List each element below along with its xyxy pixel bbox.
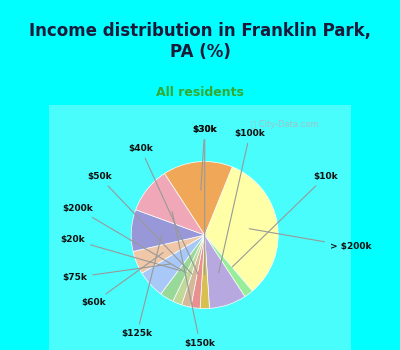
- Text: $100k: $100k: [219, 129, 265, 273]
- Bar: [49, 105, 351, 350]
- Text: $50k: $50k: [87, 172, 192, 274]
- Wedge shape: [142, 235, 205, 294]
- Wedge shape: [133, 235, 205, 273]
- Wedge shape: [173, 235, 205, 305]
- Text: Income distribution in Franklin Park,
PA (%): Income distribution in Franklin Park, PA…: [29, 22, 371, 61]
- Wedge shape: [161, 235, 205, 301]
- Text: $30k: $30k: [192, 125, 217, 275]
- Text: $30k: $30k: [192, 125, 217, 190]
- Text: $60k: $60k: [81, 253, 163, 307]
- Text: > $200k: > $200k: [249, 229, 372, 251]
- Text: All residents: All residents: [156, 85, 244, 99]
- Wedge shape: [205, 235, 245, 308]
- Text: $10k: $10k: [232, 172, 338, 267]
- Text: $75k: $75k: [62, 264, 170, 282]
- Wedge shape: [205, 167, 278, 291]
- Wedge shape: [200, 235, 210, 309]
- Wedge shape: [191, 235, 205, 308]
- Text: $20k: $20k: [60, 235, 180, 271]
- Wedge shape: [182, 235, 205, 307]
- Text: $200k: $200k: [62, 204, 186, 273]
- Text: $40k: $40k: [128, 144, 198, 274]
- Wedge shape: [164, 162, 232, 235]
- Text: $125k: $125k: [121, 235, 162, 338]
- Text: $150k: $150k: [172, 211, 216, 348]
- Wedge shape: [136, 174, 205, 235]
- Wedge shape: [131, 210, 205, 251]
- Wedge shape: [205, 235, 252, 296]
- Text: ⓘ City-Data.com: ⓘ City-Data.com: [251, 120, 318, 129]
